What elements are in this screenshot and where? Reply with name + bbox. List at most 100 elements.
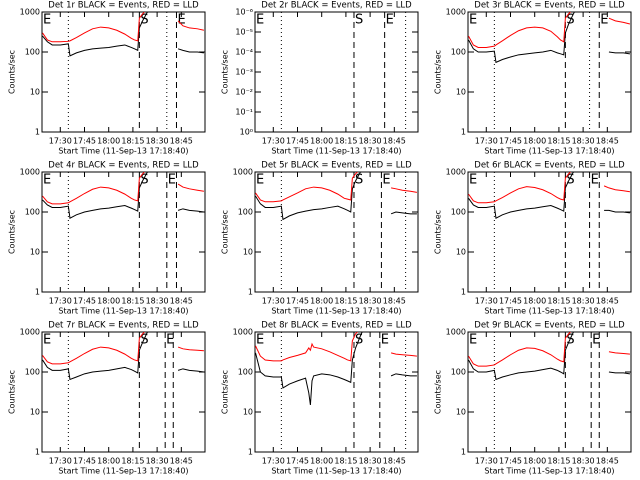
marker-label: S [140,173,148,188]
panel: Det 6r BLACK = Events, RED = LLD Start Ti… [434,161,632,316]
y-tick-label: 1 [35,288,40,297]
panel: Det 9r BLACK = Events, RED = LLD Start Ti… [434,321,632,476]
x-axis-label: Start Time (11-Sep-13 17:18:40) [58,467,188,476]
marker-label: S [140,333,148,348]
series-line [391,187,418,193]
y-tick-label: 10⁻¹ [235,108,253,117]
marker-label: S [355,173,363,188]
marker-label: E [256,173,264,188]
series-line [390,373,417,377]
marker-label: E [177,13,185,28]
x-tick-label: 18:00 [523,137,546,146]
x-tick-label: 18:15 [334,457,357,466]
x-tick-label: 18:00 [97,457,120,466]
y-tick-label: 100 [451,368,466,377]
y-tick-label: 100 [451,48,466,57]
series-line [42,332,146,365]
plot-frame [467,11,632,133]
series-line [177,48,204,54]
x-tick-label: 17:30 [49,457,72,466]
x-tick-label: 17:30 [262,297,285,306]
marker-label: E [166,333,174,348]
panel: Det 3r BLACK = Events, RED = LLD Start Ti… [434,1,632,156]
x-tick-label: 18:00 [310,297,333,306]
marker-label: E [592,333,600,348]
y-axis-label: Counts/sec [434,210,443,254]
series-line [177,368,204,373]
y-tick-label: 10 [456,88,466,97]
x-tick-label: 17:45 [499,457,522,466]
x-tick-label: 18:30 [359,457,382,466]
x-tick-label: 17:30 [475,137,498,146]
x-tick-label: 18:00 [310,457,333,466]
y-tick-label: 1000 [20,168,40,177]
x-tick-label: 18:30 [146,297,169,306]
y-tick-label: 1 [461,288,466,297]
plot-frame [254,11,419,133]
y-tick-label: 1000 [20,8,40,17]
panel-title: Det 5r BLACK = Events, RED = LLD [261,161,412,171]
y-tick-label: 1000 [446,328,466,337]
series-line [468,12,576,64]
y-tick-label: 1000 [446,168,466,177]
x-tick-label: 18:30 [146,457,169,466]
series-line [255,332,363,406]
plot-frame [467,331,632,453]
x-tick-label: 18:45 [596,457,619,466]
x-tick-label: 18:15 [334,297,357,306]
x-tick-label: 17:30 [262,137,285,146]
x-axis-label: Start Time (11-Sep-13 17:18:40) [484,307,614,316]
y-tick-label: 1 [461,128,466,137]
x-tick-label: 17:45 [73,137,96,146]
x-tick-label: 18:15 [547,137,570,146]
marker-label: E [386,13,394,28]
x-tick-label: 17:30 [49,137,72,146]
series-line [608,17,631,25]
x-tick-label: 18:30 [572,137,595,146]
x-tick-label: 18:00 [97,297,120,306]
y-tick-label: 100 [238,208,253,217]
y-axis-label: Counts/sec [8,210,17,254]
y-tick-label: 1000 [233,168,253,177]
series-line [608,371,630,375]
y-axis-label: Counts/sec [8,370,17,414]
x-tick-label: 17:45 [499,297,522,306]
y-tick-label: 1000 [20,328,40,337]
x-tick-label: 18:45 [383,457,406,466]
x-tick-label: 18:45 [383,297,406,306]
plot-frame [254,331,419,453]
x-tick-label: 17:45 [286,297,309,306]
series-line [177,183,204,192]
series-line [468,12,572,48]
x-axis-label: Start Time (11-Sep-13 17:18:40) [58,307,188,316]
y-tick-label: 1 [461,448,466,457]
y-axis-label: Counts/sec [221,370,230,414]
y-tick-label: 100 [25,368,40,377]
plot-frame [41,11,206,133]
panel-title: Det 3r BLACK = Events, RED = LLD [474,1,625,11]
series-line [603,185,630,193]
series-line [468,172,572,204]
x-tick-label: 17:45 [499,137,522,146]
y-axis-label: Counts/sec [221,50,230,94]
x-tick-label: 18:30 [572,297,595,306]
x-tick-label: 17:30 [475,297,498,306]
y-tick-label: 10 [243,248,253,257]
x-tick-label: 18:30 [359,297,382,306]
marker-label: E [591,173,599,188]
panel-title: Det 8r BLACK = Events, RED = LLD [261,321,412,331]
x-tick-label: 18:15 [547,297,570,306]
x-tick-label: 18:00 [310,137,333,146]
x-tick-label: 18:00 [523,297,546,306]
x-tick-label: 18:30 [359,137,382,146]
y-tick-label: 1 [35,128,40,137]
x-tick-label: 17:45 [73,457,96,466]
y-axis-label: Counts/sec [434,50,443,94]
series-line [42,12,149,57]
plot-frame [41,331,206,453]
x-tick-label: 18:45 [383,137,406,146]
plot-frame [467,171,632,293]
series-line [468,332,575,381]
series-line [42,12,146,43]
x-tick-label: 17:30 [475,457,498,466]
